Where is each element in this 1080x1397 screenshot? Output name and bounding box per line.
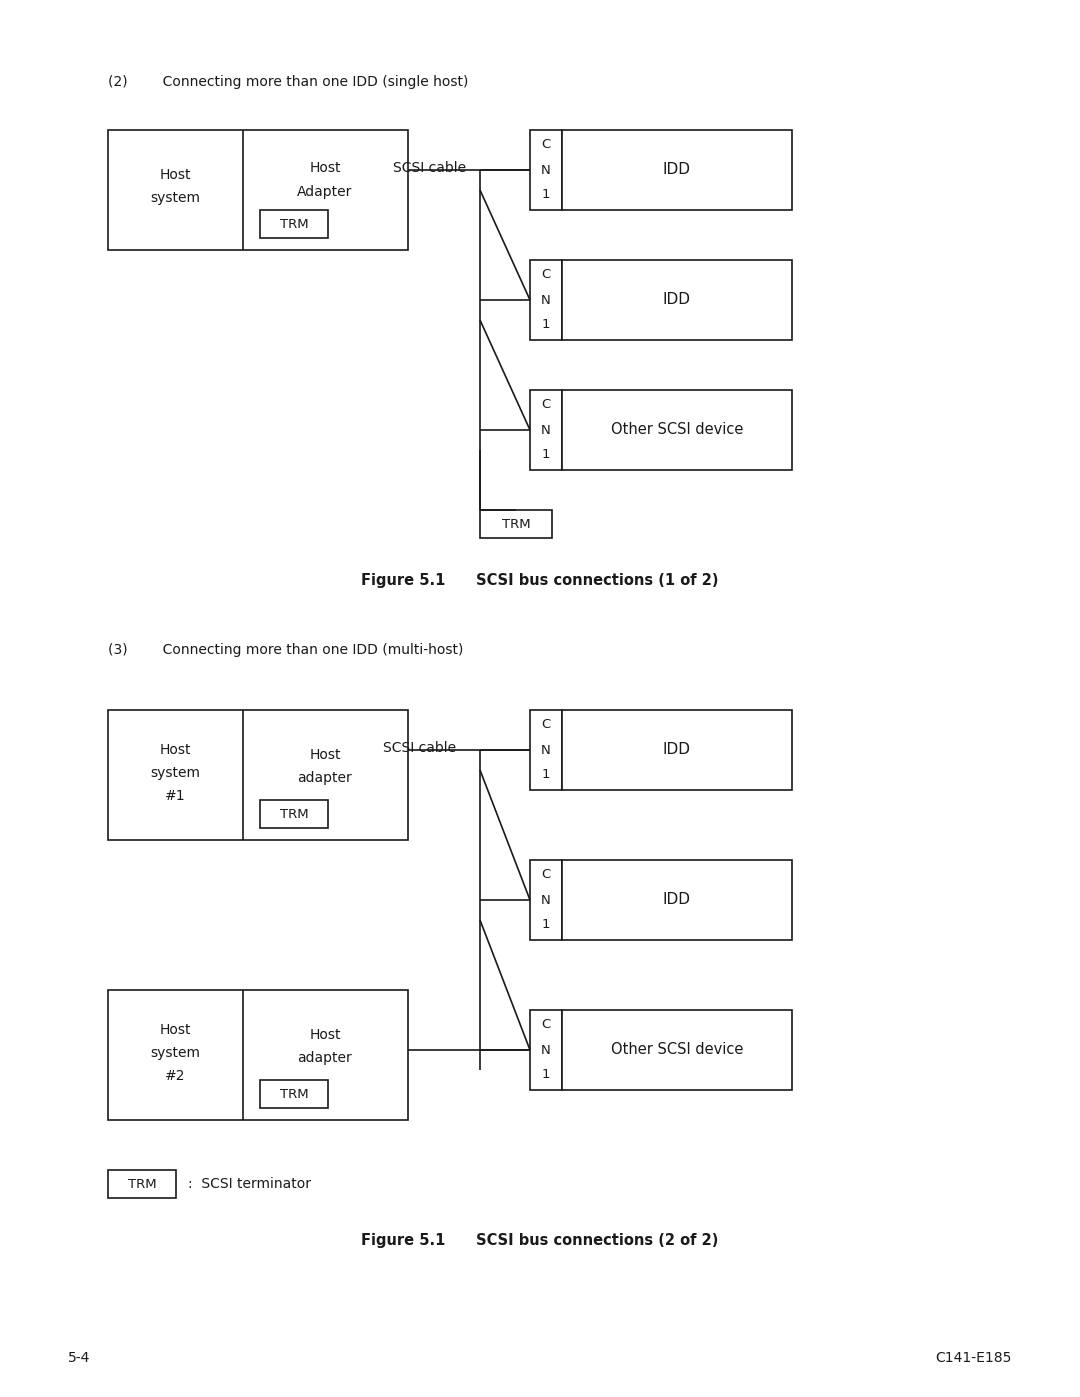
Bar (530, 861, 562, 940)
Text: N: N (541, 163, 551, 176)
Text: Host: Host (309, 747, 341, 761)
Text: N: N (541, 423, 551, 436)
Bar (530, 390, 562, 469)
Text: IDD: IDD (663, 292, 691, 307)
Text: C: C (541, 868, 551, 880)
Text: TRM: TRM (127, 1178, 157, 1190)
Text: C: C (541, 718, 551, 731)
Text: Other SCSI device: Other SCSI device (611, 1042, 743, 1058)
Bar (562, 260, 792, 339)
Text: #1: #1 (164, 789, 186, 803)
Text: Adapter: Adapter (297, 184, 353, 198)
Text: 1: 1 (542, 918, 550, 930)
Text: IDD: IDD (663, 893, 691, 908)
Bar (108, 1171, 176, 1199)
Bar (108, 130, 408, 250)
Bar (530, 130, 562, 210)
Bar (260, 210, 328, 237)
Bar (562, 710, 792, 789)
Text: IDD: IDD (663, 162, 691, 177)
Text: Host: Host (159, 168, 191, 182)
Text: N: N (541, 1044, 551, 1056)
Text: C: C (541, 1017, 551, 1031)
Text: (2)        Connecting more than one IDD (single host): (2) Connecting more than one IDD (single… (108, 75, 469, 89)
Text: C: C (541, 398, 551, 411)
Bar (260, 800, 328, 828)
Text: adapter: adapter (298, 1051, 352, 1065)
Text: C: C (541, 267, 551, 281)
Text: Host: Host (309, 161, 341, 175)
Bar (562, 861, 792, 940)
Text: 1: 1 (542, 447, 550, 461)
Bar (530, 710, 562, 789)
Text: 1: 1 (542, 187, 550, 201)
Text: (3)        Connecting more than one IDD (multi-host): (3) Connecting more than one IDD (multi-… (108, 643, 463, 657)
Text: system: system (150, 766, 200, 780)
Bar (562, 390, 792, 469)
Text: TRM: TRM (280, 218, 308, 231)
Text: Figure 5.1      SCSI bus connections (2 of 2): Figure 5.1 SCSI bus connections (2 of 2) (362, 1232, 718, 1248)
Bar (108, 710, 408, 840)
Text: N: N (541, 743, 551, 757)
Text: Other SCSI device: Other SCSI device (611, 422, 743, 437)
Text: #2: #2 (165, 1069, 186, 1083)
Text: Host: Host (159, 743, 191, 757)
Bar (530, 260, 562, 339)
Text: 1: 1 (542, 767, 550, 781)
Text: :  SCSI terminator: : SCSI terminator (188, 1178, 311, 1192)
Bar (530, 1010, 562, 1090)
Text: adapter: adapter (298, 771, 352, 785)
Text: C141-E185: C141-E185 (935, 1351, 1012, 1365)
Bar (562, 1010, 792, 1090)
Text: system: system (150, 1046, 200, 1060)
Text: C: C (541, 137, 551, 151)
Text: TRM: TRM (280, 1087, 308, 1101)
Text: N: N (541, 293, 551, 306)
Bar (480, 510, 552, 538)
Text: Host: Host (309, 1028, 341, 1042)
Text: SCSI cable: SCSI cable (383, 740, 457, 754)
Text: Figure 5.1      SCSI bus connections (1 of 2): Figure 5.1 SCSI bus connections (1 of 2) (361, 573, 719, 588)
Text: system: system (150, 191, 200, 205)
Text: N: N (541, 894, 551, 907)
Bar (562, 130, 792, 210)
Text: IDD: IDD (663, 742, 691, 757)
Text: 5-4: 5-4 (68, 1351, 91, 1365)
Text: SCSI cable: SCSI cable (393, 161, 467, 175)
Text: Host: Host (159, 1023, 191, 1037)
Bar (108, 990, 408, 1120)
Bar (260, 1080, 328, 1108)
Text: TRM: TRM (502, 517, 530, 531)
Text: 1: 1 (542, 1067, 550, 1080)
Text: TRM: TRM (280, 807, 308, 820)
Text: 1: 1 (542, 317, 550, 331)
